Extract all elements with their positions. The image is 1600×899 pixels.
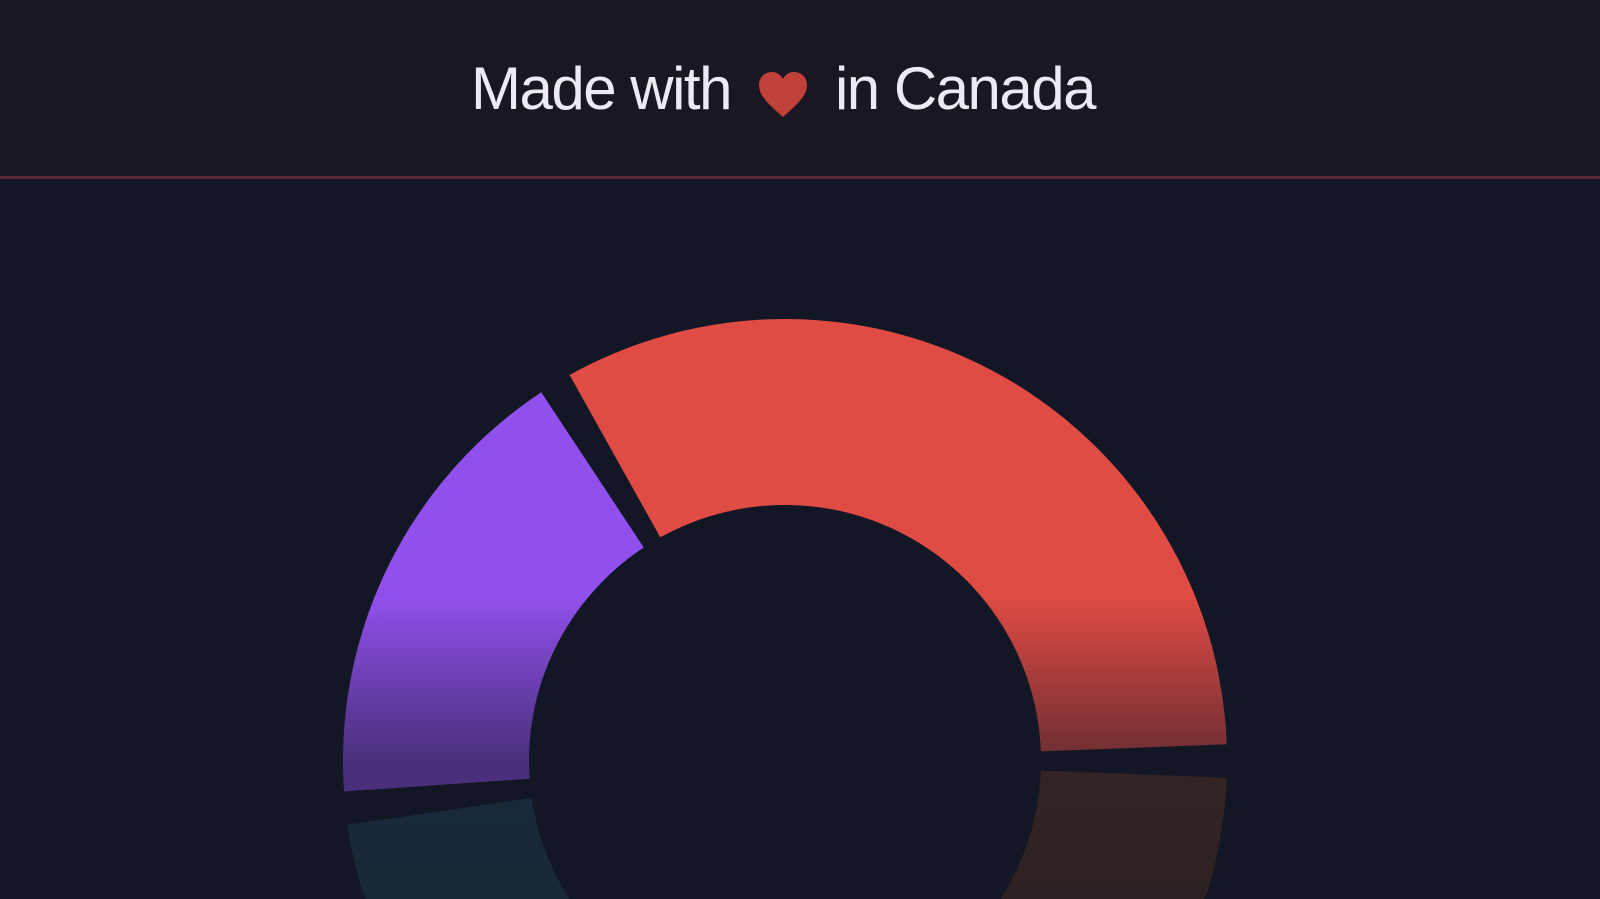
donut-chart	[0, 179, 1600, 899]
in-canada-label: in Canada	[834, 54, 1097, 122]
chart-fade-overlay	[0, 179, 1600, 899]
footer-bar: Made with in Canada	[0, 0, 1600, 179]
heart-icon	[757, 64, 809, 117]
made-with-label: Made with	[470, 54, 732, 122]
made-with-love-text: Made with in Canada	[470, 54, 1097, 123]
